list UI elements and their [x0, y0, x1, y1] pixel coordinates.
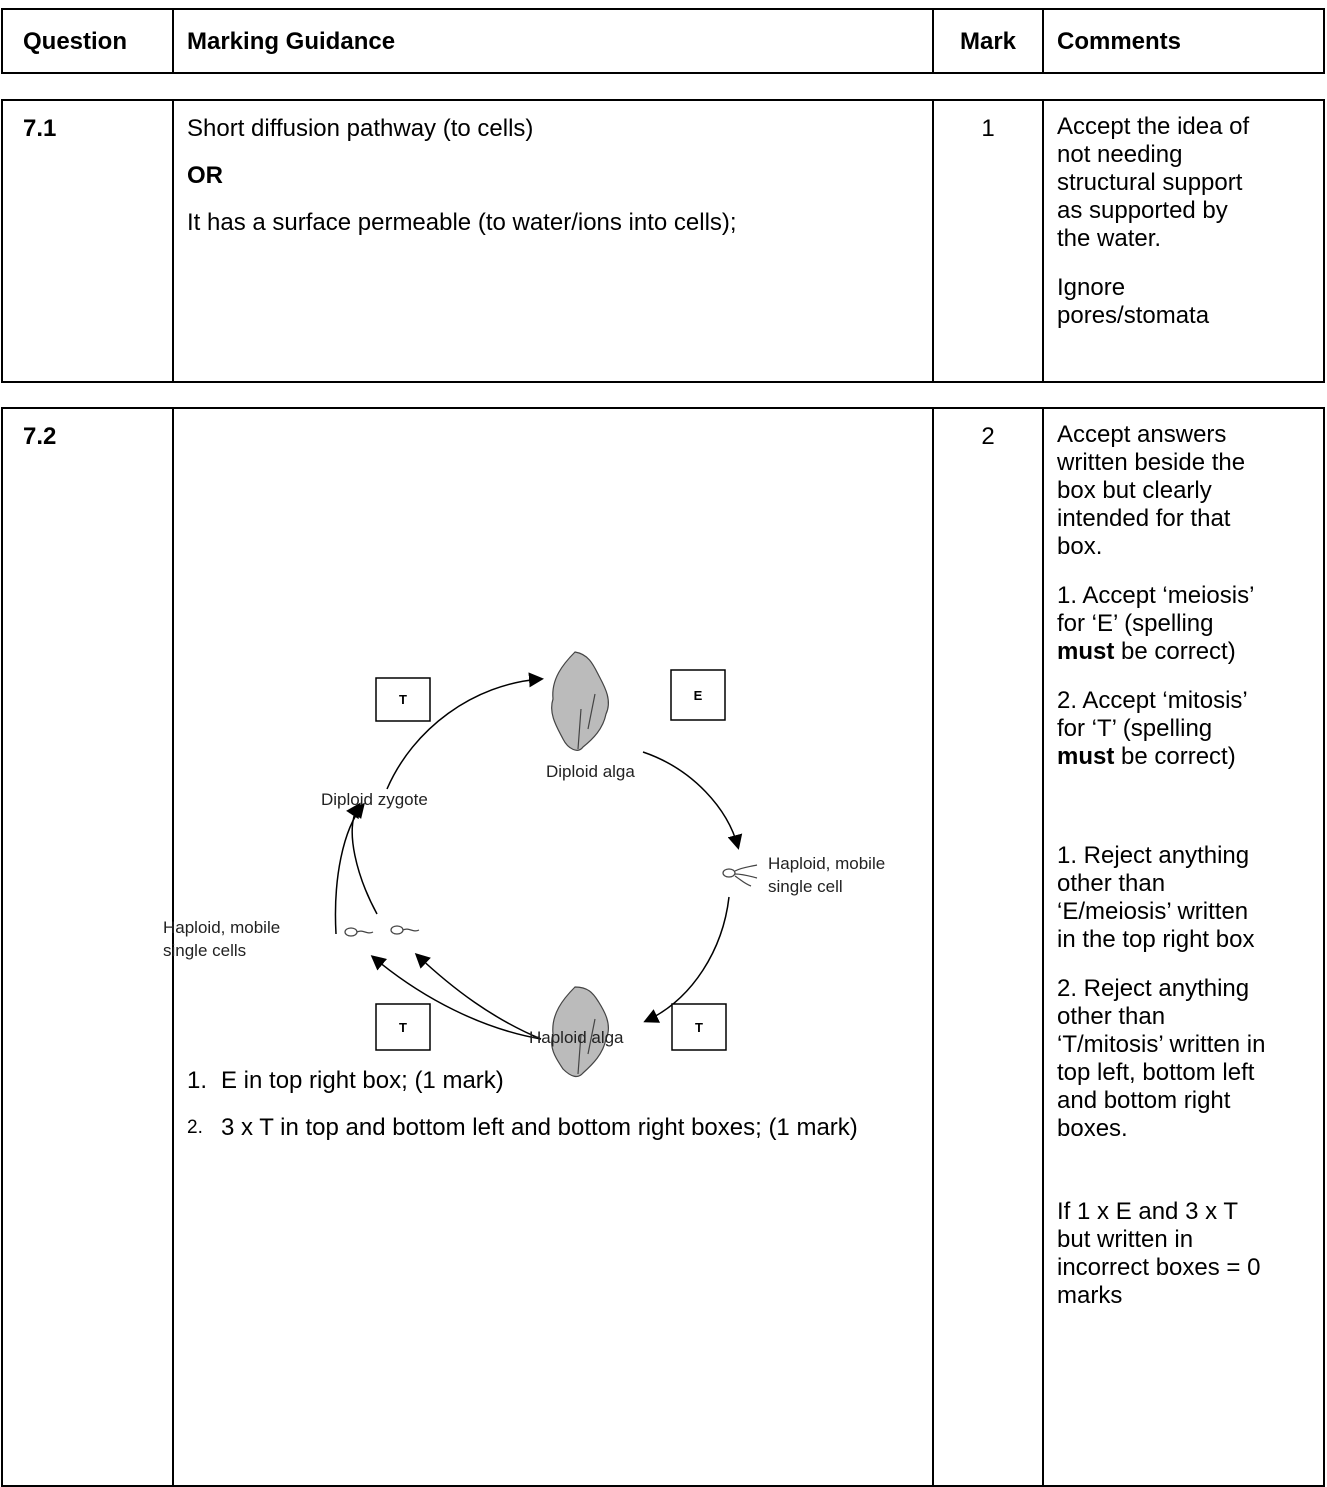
alga [551, 651, 610, 751]
diagram-label: Haploid, mobile [768, 854, 885, 873]
item-text: E in top right box; (1 mark) [221, 1067, 504, 1094]
comment-line: Accept answers [1057, 421, 1227, 448]
box-label: T [695, 1020, 703, 1035]
comment-text: be correct) [1114, 743, 1236, 770]
header-guidance: Marking Guidance [187, 28, 396, 55]
comment-paragraph: 1. Accept ‘meiosis’ for ‘E’ (spelling must… [1057, 582, 1327, 666]
comment-line: in the top right box [1057, 926, 1255, 953]
comment-line: 1. Accept ‘meiosis’ [1057, 582, 1255, 609]
guidance-line: OR [187, 162, 223, 189]
comment-paragraph: Ignore pores/stomata [1057, 274, 1327, 330]
guidance: 1. E in top right box; (1 mark) 2. 3 x T i… [187, 1067, 927, 1161]
diagram-label: Diploid alga [546, 762, 635, 781]
diagram-label: Diploid zygote [321, 790, 428, 809]
header-comments: Comments [1057, 28, 1182, 55]
comment-line: Ignore [1057, 274, 1126, 301]
comment-line: box but clearly [1057, 477, 1212, 504]
diagram-label: Haploid, mobile [163, 918, 280, 937]
comment-line: not needing [1057, 141, 1183, 168]
comment-line: marks [1057, 1282, 1123, 1309]
comment-line: intended for that [1057, 505, 1231, 532]
guidance-item: 1. E in top right box; (1 mark) [187, 1067, 927, 1095]
comments: Accept the idea of not needing structural … [1057, 113, 1327, 351]
row-table: 7.1 Short diffusion pathway (to cells) O… [1, 99, 1325, 383]
alga [551, 986, 610, 1078]
bold-text: must [1057, 743, 1115, 770]
comment-line: 2. Reject anything [1057, 975, 1250, 1002]
comments: Accept answers written beside the box but … [1057, 421, 1327, 1331]
comment-line: ‘T/mitosis’ written in [1057, 1031, 1266, 1058]
comment-line: 2. Accept ‘mitosis’ [1057, 687, 1248, 714]
cells [344, 864, 758, 937]
box-label: E [694, 688, 703, 703]
comment-paragraph: Accept the idea of not needing structural … [1057, 113, 1327, 253]
arrows [334, 672, 743, 1040]
comment-line: must be correct) [1057, 743, 1327, 771]
comment-line: ‘E/meiosis’ written [1057, 898, 1249, 925]
comment-text: be correct) [1114, 638, 1236, 665]
comment-line: box. [1057, 533, 1103, 560]
comment-line: If 1 x E and 3 x T [1057, 1198, 1238, 1225]
diagram-label: single cells [163, 941, 246, 960]
header-mark: Mark [959, 28, 1017, 55]
comment-line: other than [1057, 870, 1166, 897]
comment-line: incorrect boxes = 0 [1057, 1254, 1261, 1281]
comment-line: other than [1057, 1003, 1166, 1030]
row-table: 7.2 2 Accept answers written beside the bo… [1, 407, 1325, 1487]
header-question: Question [23, 28, 128, 55]
question-number: 7.1 [23, 115, 57, 142]
guidance: Short diffusion pathway (to cells) OR It… [187, 115, 927, 256]
comment-line: the water. [1057, 225, 1162, 252]
comment-line: top left, bottom left [1057, 1059, 1255, 1086]
mark: 1 [981, 115, 995, 142]
comment-paragraph: Accept answers written beside the box but … [1057, 421, 1327, 561]
comment-line: Accept the idea of [1057, 113, 1250, 140]
comment-line: boxes. [1057, 1115, 1128, 1142]
comment-paragraph: 1. Reject anything other than ‘E/meiosis’ … [1057, 842, 1327, 954]
guidance-item: 2. 3 x T in top and bottom left and botto… [187, 1114, 927, 1142]
diagram-label: Haploid alga [529, 1028, 624, 1047]
comment-line: pores/stomata [1057, 302, 1210, 329]
comment-line: and bottom right [1057, 1087, 1231, 1114]
guidance-line: It has a surface permeable (to water/ion… [187, 209, 737, 236]
comment-paragraph: 2. Reject anything other than ‘T/mitosis’ … [1057, 975, 1327, 1143]
comment-line: for ‘E’ (spelling [1057, 610, 1214, 637]
item-number: 2. [187, 1117, 203, 1138]
comment-line: for ‘T’ (spelling [1057, 715, 1213, 742]
item-number: 1. [187, 1067, 208, 1094]
comment-line: 1. Reject anything [1057, 842, 1250, 869]
item-text: 3 x T in top and bottom left and bottom … [221, 1114, 858, 1141]
bold-text: must [1057, 638, 1115, 665]
comment-paragraph: 2. Accept ‘mitosis’ for ‘T’ (spelling must… [1057, 687, 1327, 771]
comment-line: but written in [1057, 1226, 1194, 1253]
life-cycle-diagram: T E T T Diploid alga Diploid zygote Hapl… [163, 651, 885, 1078]
diagram-label: single cell [768, 877, 843, 896]
box-label: T [399, 1020, 407, 1035]
comment-line: must be correct) [1057, 638, 1327, 666]
guidance-line: Short diffusion pathway (to cells) [187, 115, 534, 142]
box-label: T [399, 692, 407, 707]
question-number: 7.2 [23, 423, 57, 450]
mark: 2 [981, 423, 995, 450]
comment-line: as supported by [1057, 197, 1228, 224]
comment-line: written beside the [1057, 449, 1246, 476]
comment-line: structural support [1057, 169, 1243, 196]
header-table: Question Marking Guidance Mark Comments [1, 8, 1325, 74]
